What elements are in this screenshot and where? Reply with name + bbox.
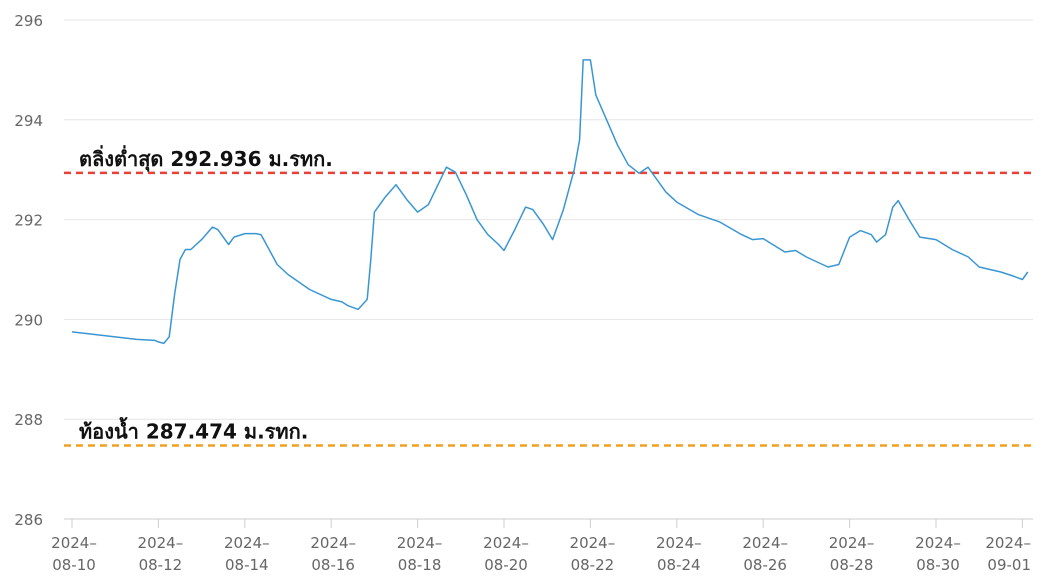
x-tick-label-date: 08-10	[52, 556, 96, 574]
x-tick-label-year: 2024–	[570, 534, 616, 552]
reference-lines: ตลิ่งต่ำสุด 292.936 ม.รทก. ท้องน้ำ 287.47…	[64, 144, 1033, 447]
x-tick-label-year: 2024–	[829, 534, 875, 552]
y-tick-label: 296	[14, 12, 43, 30]
x-axis: 2024– 08-10 2024– 08-12 2024– 08-14 2024– 08-16…	[51, 518, 1033, 574]
water-level-series-line	[71, 59, 1029, 345]
x-tick-label-date: 08-18	[398, 556, 442, 574]
y-tick-label: 286	[14, 511, 43, 529]
x-tick-label-year: 2024–	[224, 534, 270, 552]
x-tick-label-date: 08-30	[916, 556, 960, 574]
x-tick-label-year: 2024–	[138, 534, 184, 552]
x-tick-label-date: 08-24	[657, 556, 701, 574]
gridlines	[64, 19, 1033, 520]
x-tick-label-year: 2024–	[985, 534, 1031, 552]
x-tick-label-date: 08-28	[830, 556, 874, 574]
x-tick-label-year: 2024–	[310, 534, 356, 552]
x-tick-label-date: 09-01	[987, 556, 1031, 574]
x-tick-label-date: 08-20	[484, 556, 528, 574]
x-tick-label-year: 2024–	[483, 534, 529, 552]
y-tick-label: 294	[14, 112, 43, 130]
y-axis: 286 288 290 292 294 296	[14, 12, 43, 529]
y-tick-label: 292	[14, 212, 43, 230]
x-tick-label-year: 2024–	[51, 534, 97, 552]
reference-line-label: ท้องน้ำ 287.474 ม.รทก.	[79, 416, 308, 443]
x-tick-label-date: 08-16	[311, 556, 355, 574]
x-tick-label-date: 08-26	[743, 556, 787, 574]
y-tick-label: 290	[14, 311, 43, 329]
x-tick-label-date: 08-14	[225, 556, 269, 574]
x-tick-label-year: 2024–	[397, 534, 443, 552]
series-layer	[71, 59, 1029, 345]
x-tick-label-year: 2024–	[656, 534, 702, 552]
x-tick-label-year: 2024–	[915, 534, 961, 552]
x-tick-label-date: 08-22	[571, 556, 615, 574]
x-tick-label-date: 08-12	[139, 556, 183, 574]
reference-line-label: ตลิ่งต่ำสุด 292.936 ม.รทก.	[79, 144, 333, 172]
x-tick-label-year: 2024–	[742, 534, 788, 552]
y-tick-label: 288	[14, 411, 43, 429]
